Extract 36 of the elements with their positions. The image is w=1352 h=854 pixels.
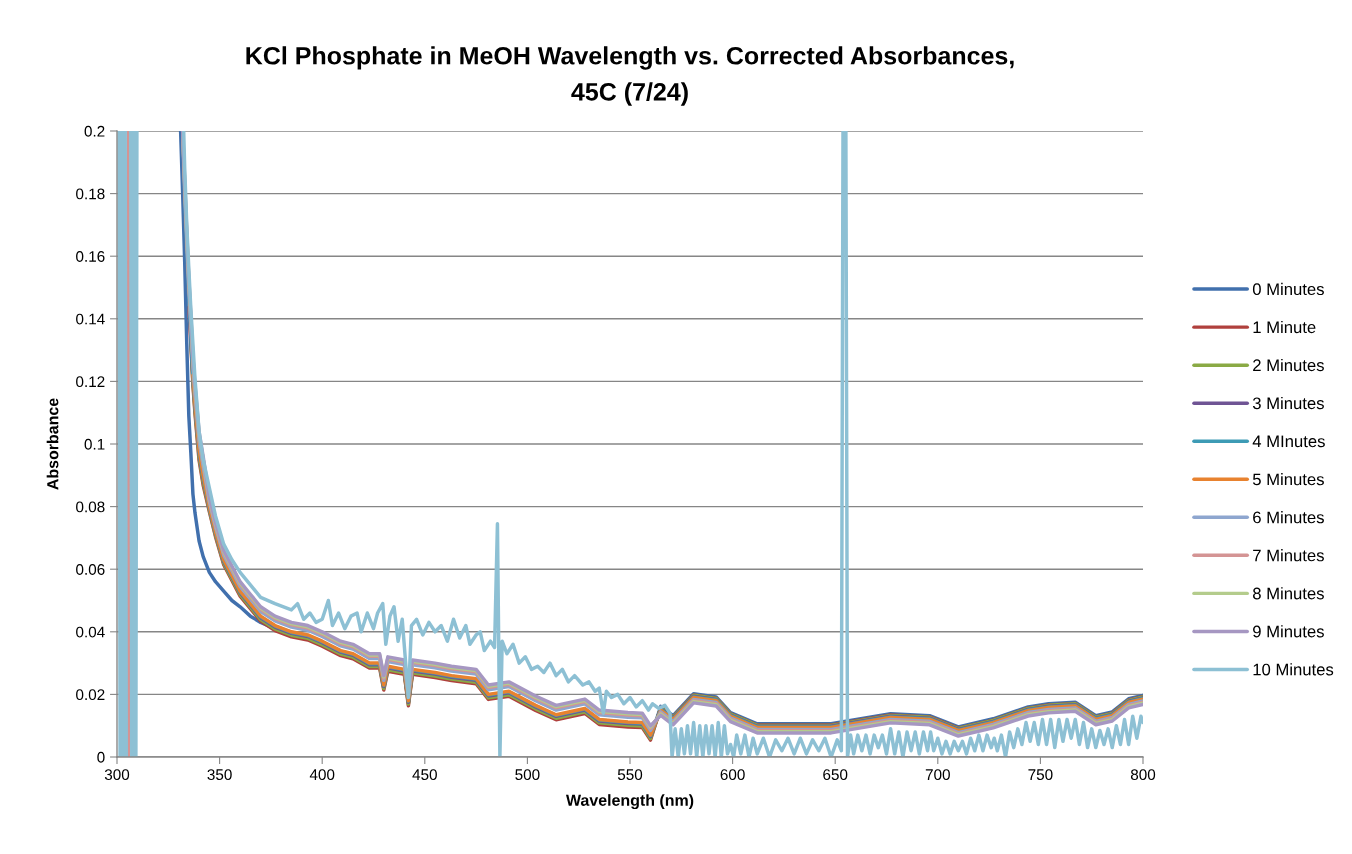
x-tick-label: 750	[1028, 769, 1053, 781]
y-tick-label: 0.2	[84, 125, 105, 137]
legend-label: 5 Minutes	[1252, 473, 1324, 486]
legend-label: 1 Minute	[1253, 320, 1316, 334]
x-tick-label: 700	[925, 769, 950, 781]
legend-label: 8 Minutes	[1253, 587, 1324, 600]
x-tick-label: 550	[617, 769, 643, 781]
legend-label: 2 Minutes	[1253, 358, 1324, 372]
x-tick-label: 600	[720, 769, 745, 781]
chart-title: KCl Phosphate in MeOH Wavelength vs. Corrected Absorbances, 45C (7/24)	[246, 46, 1014, 106]
legend-label: 0 Minutes	[1252, 282, 1324, 296]
x-tick-label: 650	[823, 769, 848, 781]
y-tick-label: 0.1	[84, 438, 105, 450]
y-tick-label: 0.12	[76, 376, 105, 388]
legend-label: 6 Minutes	[1253, 511, 1324, 524]
y-axis-title: Absorbance	[46, 398, 59, 490]
x-tick-label: 350	[207, 769, 232, 781]
y-tick-label: 0.16	[76, 251, 105, 262]
x-tick-label: 800	[1130, 769, 1156, 781]
x-tick-label: 500	[515, 769, 540, 781]
y-tick-label: 0.08	[76, 501, 105, 513]
legend-label: 7 Minutes	[1253, 549, 1324, 562]
y-tick-label: 0.06	[76, 564, 105, 575]
y-tick-label: 0.18	[76, 188, 105, 200]
y-tick-label: 0.14	[76, 313, 105, 325]
x-tick-label: 450	[412, 769, 437, 781]
x-tick-label: 300	[104, 769, 130, 781]
y-tick-label: 0.02	[76, 689, 105, 701]
legend-label: 4 MInutes	[1252, 435, 1325, 448]
x-axis-title: Wavelength (nm)	[565, 794, 694, 810]
legend-label: 3 Minutes	[1252, 396, 1324, 410]
x-tick-label: 400	[309, 769, 335, 781]
y-tick-label: 0	[97, 751, 105, 763]
legend-label: 10 Minutes	[1253, 663, 1334, 676]
legend-label: 9 Minutes	[1253, 625, 1324, 638]
y-tick-label: 0.04	[76, 626, 105, 638]
